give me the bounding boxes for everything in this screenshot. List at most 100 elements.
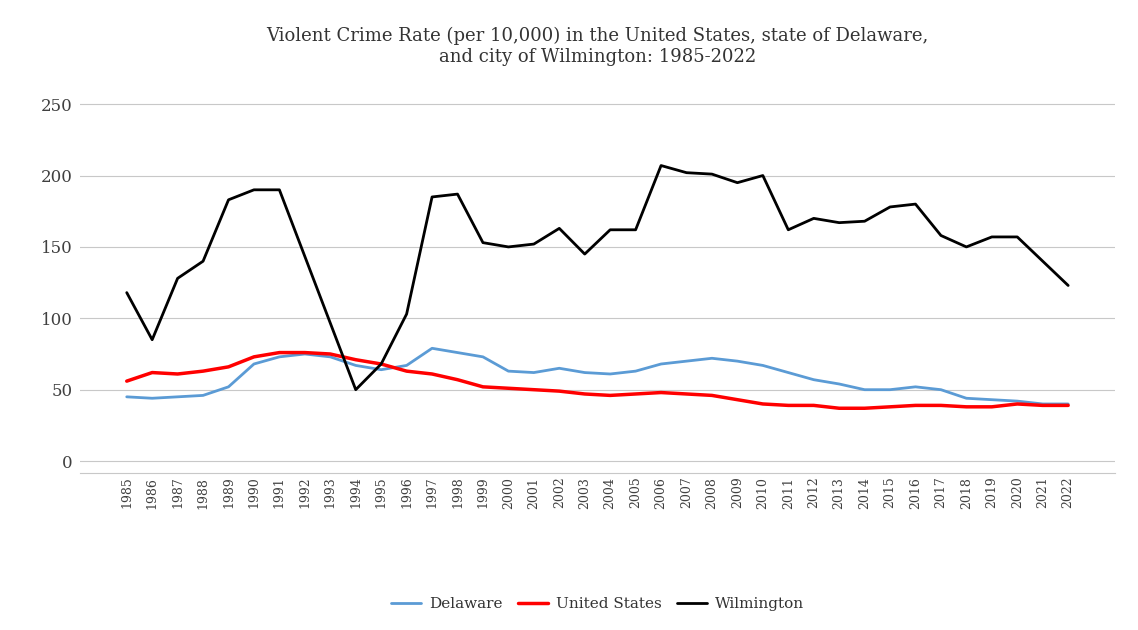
Wilmington — [119, 289, 133, 296]
United States — [959, 403, 973, 411]
United States — [451, 376, 464, 384]
Line: Delaware: Delaware — [126, 348, 1069, 404]
Delaware — [476, 353, 489, 360]
Wilmington — [476, 239, 489, 246]
Delaware — [654, 360, 668, 368]
Delaware — [832, 380, 846, 387]
Delaware — [146, 394, 159, 402]
Wilmington — [756, 172, 769, 180]
Delaware — [959, 394, 973, 402]
Wilmington — [1011, 233, 1024, 241]
United States — [476, 383, 489, 391]
Wilmington — [273, 186, 287, 193]
Wilmington — [706, 170, 719, 178]
Wilmington — [908, 200, 922, 208]
United States — [222, 363, 236, 370]
United States — [934, 401, 948, 409]
Delaware — [247, 360, 261, 368]
Wilmington — [858, 217, 872, 225]
Delaware — [552, 365, 566, 372]
Delaware — [1036, 400, 1049, 408]
United States — [146, 369, 159, 376]
Delaware — [782, 369, 795, 376]
Wilmington — [247, 186, 261, 193]
United States — [119, 377, 133, 385]
Wilmington — [502, 243, 516, 251]
Wilmington — [578, 250, 592, 258]
Wilmington — [832, 219, 846, 226]
Delaware — [502, 367, 516, 375]
United States — [883, 403, 897, 411]
Wilmington — [679, 169, 693, 176]
Delaware — [399, 362, 413, 369]
Wilmington — [222, 196, 236, 203]
Wilmington — [146, 336, 159, 343]
Delaware — [323, 353, 337, 360]
United States — [908, 401, 922, 409]
Delaware — [629, 367, 643, 375]
United States — [832, 404, 846, 412]
Delaware — [706, 355, 719, 362]
Delaware — [119, 393, 133, 401]
Wilmington — [883, 203, 897, 210]
United States — [502, 384, 516, 392]
Wilmington — [552, 224, 566, 232]
Wilmington — [1036, 258, 1049, 265]
Wilmington — [196, 258, 209, 265]
Delaware — [679, 357, 693, 365]
Delaware — [349, 362, 363, 369]
Delaware — [807, 376, 820, 384]
United States — [527, 386, 541, 394]
United States — [196, 367, 209, 375]
United States — [552, 387, 566, 395]
United States — [807, 401, 820, 409]
Wilmington — [782, 226, 795, 234]
Delaware — [731, 357, 744, 365]
Wilmington — [959, 243, 973, 251]
Wilmington — [731, 179, 744, 186]
United States — [858, 404, 872, 412]
Delaware — [196, 392, 209, 399]
United States — [1011, 400, 1024, 408]
Wilmington — [603, 226, 617, 234]
United States — [731, 396, 744, 403]
Wilmington — [399, 310, 413, 318]
United States — [171, 370, 184, 378]
Wilmington — [654, 162, 668, 169]
United States — [374, 360, 388, 368]
Delaware — [298, 350, 312, 358]
Wilmington — [934, 232, 948, 239]
Title: Violent Crime Rate (per 10,000) in the United States, state of Delaware,
and cit: Violent Crime Rate (per 10,000) in the U… — [266, 26, 929, 66]
Wilmington — [451, 190, 464, 198]
United States — [578, 390, 592, 398]
Delaware — [1011, 398, 1024, 405]
Delaware — [756, 362, 769, 369]
Wilmington — [349, 386, 363, 394]
United States — [323, 350, 337, 358]
Delaware — [908, 383, 922, 391]
United States — [426, 370, 439, 378]
Delaware — [858, 386, 872, 394]
Delaware — [426, 345, 439, 352]
United States — [349, 356, 363, 364]
United States — [706, 392, 719, 399]
United States — [247, 353, 261, 360]
Delaware — [451, 349, 464, 357]
United States — [1062, 401, 1075, 409]
Delaware — [986, 396, 999, 403]
Wilmington — [426, 193, 439, 201]
Wilmington — [629, 226, 643, 234]
Delaware — [527, 369, 541, 376]
Delaware — [603, 370, 617, 378]
Line: United States: United States — [126, 353, 1069, 408]
Legend: Delaware, United States, Wilmington: Delaware, United States, Wilmington — [385, 592, 810, 617]
Wilmington — [374, 360, 388, 368]
Delaware — [374, 366, 388, 374]
United States — [654, 389, 668, 396]
United States — [629, 390, 643, 398]
Wilmington — [1062, 282, 1075, 289]
United States — [298, 349, 312, 357]
Delaware — [1062, 400, 1075, 408]
United States — [679, 390, 693, 398]
United States — [756, 400, 769, 408]
